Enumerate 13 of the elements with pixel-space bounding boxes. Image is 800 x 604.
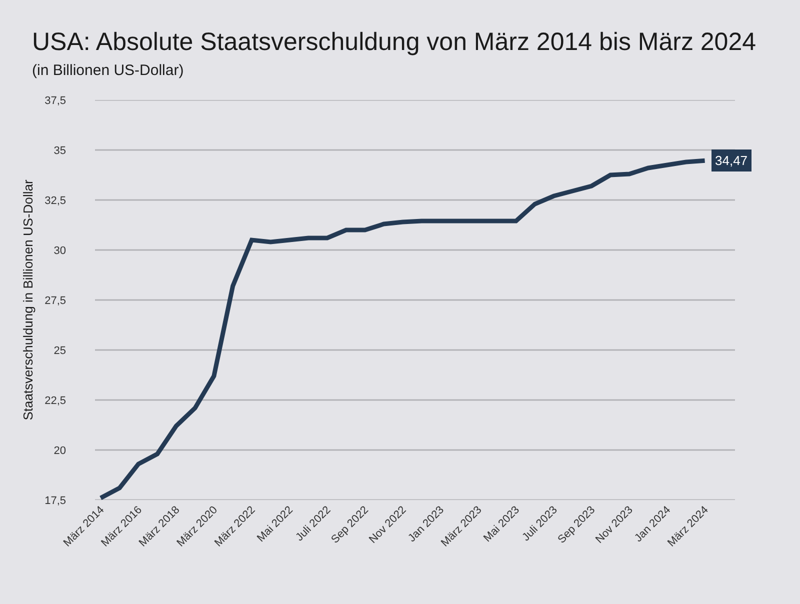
y-tick-label: 35: [54, 144, 66, 157]
y-tick-label: 17,5: [44, 494, 66, 507]
y-tick-label: 32,5: [44, 194, 66, 207]
data-label: 34,47: [715, 153, 748, 168]
chart-title: USA: Absolute Staatsverschuldung von März 2014 bis März 2024: [32, 28, 756, 57]
y-tick-label: 25: [54, 344, 66, 357]
y-tick-label: 27,5: [44, 294, 66, 307]
y-tick-label: 37,5: [44, 94, 66, 107]
y-axis-title: Staatsverschuldung in Billionen US-Dollar: [20, 179, 36, 420]
chart-subtitle: (in Billionen US-Dollar): [32, 62, 184, 79]
y-tick-label: 22,5: [44, 394, 66, 407]
y-tick-label: 30: [54, 244, 66, 257]
y-tick-label: 20: [54, 444, 66, 457]
